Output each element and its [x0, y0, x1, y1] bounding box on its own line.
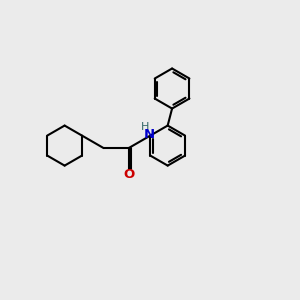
Text: N: N [143, 128, 155, 141]
Text: O: O [123, 168, 134, 181]
Text: H: H [141, 122, 149, 132]
